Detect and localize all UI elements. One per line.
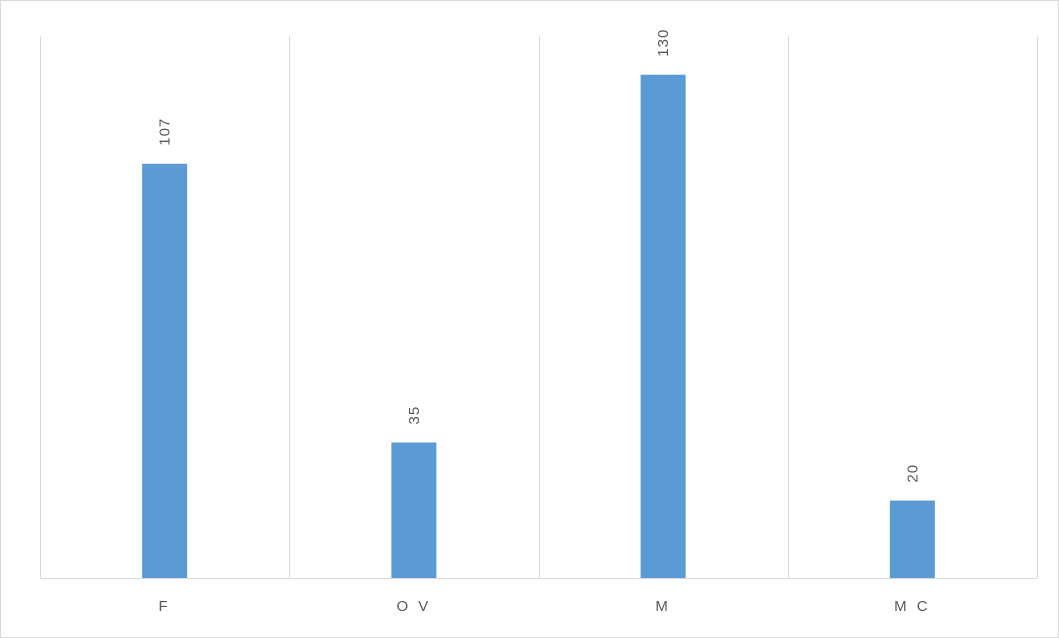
x-tick-label-2: M bbox=[655, 598, 671, 615]
data-label-0: 107 bbox=[157, 118, 174, 146]
data-label-2: 130 bbox=[655, 29, 672, 57]
bar-0 bbox=[142, 164, 187, 578]
bars bbox=[142, 75, 935, 578]
data-label-1: 35 bbox=[406, 406, 423, 425]
gridlines bbox=[41, 36, 1038, 578]
bar-1 bbox=[391, 443, 436, 579]
bar-3 bbox=[890, 501, 935, 578]
bar-2 bbox=[641, 75, 686, 578]
x-tick-label-0: F bbox=[159, 598, 171, 615]
x-tick-label-1: O V bbox=[396, 598, 431, 615]
x-tick-label-3: M C bbox=[894, 598, 931, 615]
data-label-3: 20 bbox=[904, 464, 921, 483]
